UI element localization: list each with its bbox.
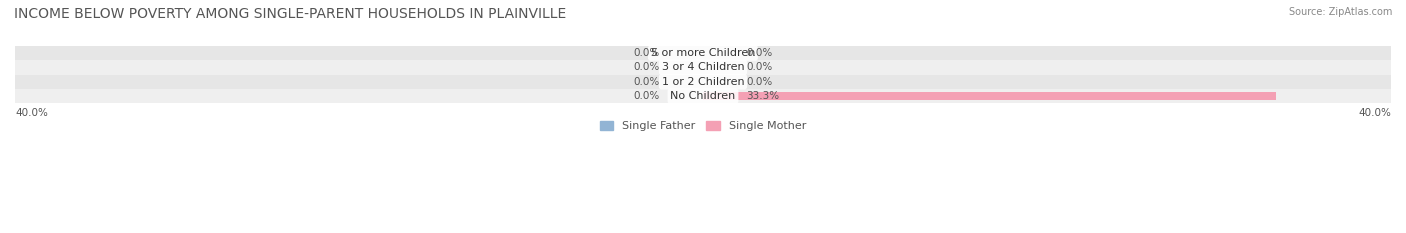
Text: 40.0%: 40.0% bbox=[15, 108, 48, 118]
Legend: Single Father, Single Mother: Single Father, Single Mother bbox=[596, 116, 810, 135]
Text: Source: ZipAtlas.com: Source: ZipAtlas.com bbox=[1288, 7, 1392, 17]
Text: 0.0%: 0.0% bbox=[634, 77, 659, 87]
Text: 0.0%: 0.0% bbox=[747, 62, 772, 72]
Bar bbox=[15, 75, 1391, 89]
Text: 0.0%: 0.0% bbox=[747, 77, 772, 87]
Text: No Children: No Children bbox=[671, 91, 735, 101]
Bar bbox=[15, 60, 1391, 75]
Text: INCOME BELOW POVERTY AMONG SINGLE-PARENT HOUSEHOLDS IN PLAINVILLE: INCOME BELOW POVERTY AMONG SINGLE-PARENT… bbox=[14, 7, 567, 21]
Text: 0.0%: 0.0% bbox=[747, 48, 772, 58]
Text: 1 or 2 Children: 1 or 2 Children bbox=[662, 77, 744, 87]
Text: 5 or more Children: 5 or more Children bbox=[651, 48, 755, 58]
Text: 0.0%: 0.0% bbox=[634, 62, 659, 72]
Text: 33.3%: 33.3% bbox=[747, 91, 779, 101]
Bar bbox=[15, 89, 1391, 103]
Text: 0.0%: 0.0% bbox=[634, 91, 659, 101]
Text: 3 or 4 Children: 3 or 4 Children bbox=[662, 62, 744, 72]
Text: 40.0%: 40.0% bbox=[1358, 108, 1391, 118]
Text: 0.0%: 0.0% bbox=[634, 48, 659, 58]
Bar bbox=[703, 92, 1275, 100]
Bar bbox=[15, 46, 1391, 60]
